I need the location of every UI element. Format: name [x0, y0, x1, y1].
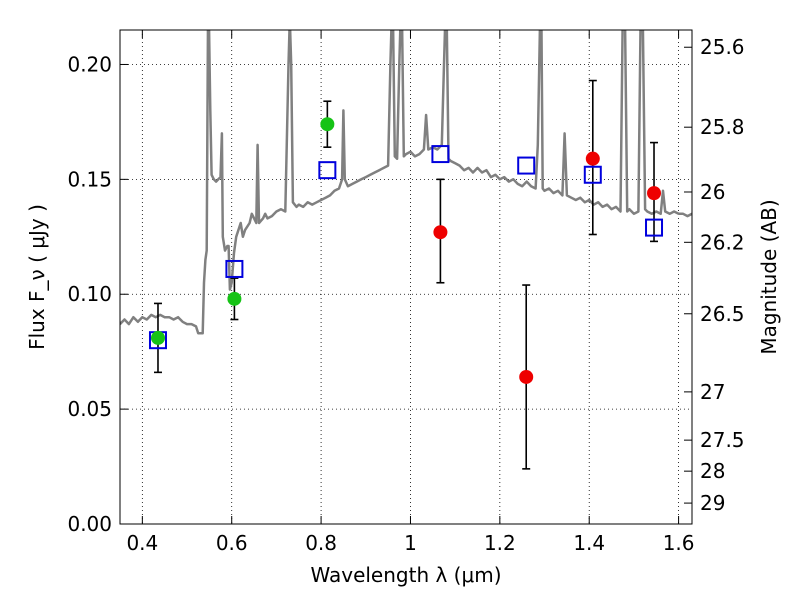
x-tick-label: 0.8 [305, 531, 337, 555]
right-tick-label: 27.5 [700, 428, 745, 452]
x-axis-title: Wavelength λ (μm) [310, 563, 501, 587]
observed-point-green [227, 291, 242, 306]
x-tick-label: 1.4 [573, 531, 605, 555]
right-tick-label: 26 [700, 180, 725, 204]
observed-point-green [320, 117, 335, 132]
model-square-marker [517, 156, 536, 175]
right-tick-label: 25.8 [700, 115, 745, 139]
x-tick-label: 0.6 [216, 531, 248, 555]
y-tick-label: 0.05 [67, 397, 112, 421]
plot-frame [119, 29, 693, 525]
right-tick-label: 25.6 [700, 35, 745, 59]
x-tick-label: 0.4 [126, 531, 158, 555]
observed-photometry-points [150, 117, 662, 384]
right-axis-ticks: 25.6 25.8 26 26.2 26.5 27 27.5 28 29 [684, 35, 745, 515]
x-tick-label: 1 [404, 531, 417, 555]
template-spectrum-line [120, 30, 692, 335]
model-square-marker [583, 165, 602, 184]
right-tick-label: 28 [700, 459, 725, 483]
observed-point-red [647, 186, 662, 201]
y-tick-label: 0.00 [67, 512, 112, 536]
x-tick-label: 1.2 [484, 531, 516, 555]
model-square-marker [318, 161, 337, 180]
observed-point-green [150, 330, 165, 345]
right-axis-title: Magnitude (AB) [757, 199, 781, 354]
right-tick-label: 27 [700, 380, 725, 404]
model-square-marker [225, 259, 244, 278]
template-spectrum-layer [120, 30, 692, 335]
observed-point-red [585, 151, 600, 166]
right-tick-label: 26.5 [700, 302, 745, 326]
model-photometry-squares [148, 145, 664, 350]
right-tick-label: 26.2 [700, 230, 745, 254]
model-square-marker [431, 145, 450, 164]
x-axis-ticks: 0.4 0.6 0.8 1 1.2 1.4 1.6 [126, 30, 695, 555]
y-axis-ticks: 0.00 0.05 0.10 0.15 0.20 [67, 52, 128, 536]
y-tick-label: 0.10 [67, 282, 112, 306]
model-square-marker [645, 218, 664, 237]
y-tick-label: 0.20 [67, 52, 112, 76]
right-tick-label: 29 [700, 491, 725, 515]
y-axis-title: Flux F_ν ( μJy ) [25, 204, 49, 350]
observed-point-red [433, 225, 448, 240]
y-tick-label: 0.15 [67, 167, 112, 191]
observed-point-red [519, 369, 534, 384]
x-tick-label: 1.6 [663, 531, 695, 555]
